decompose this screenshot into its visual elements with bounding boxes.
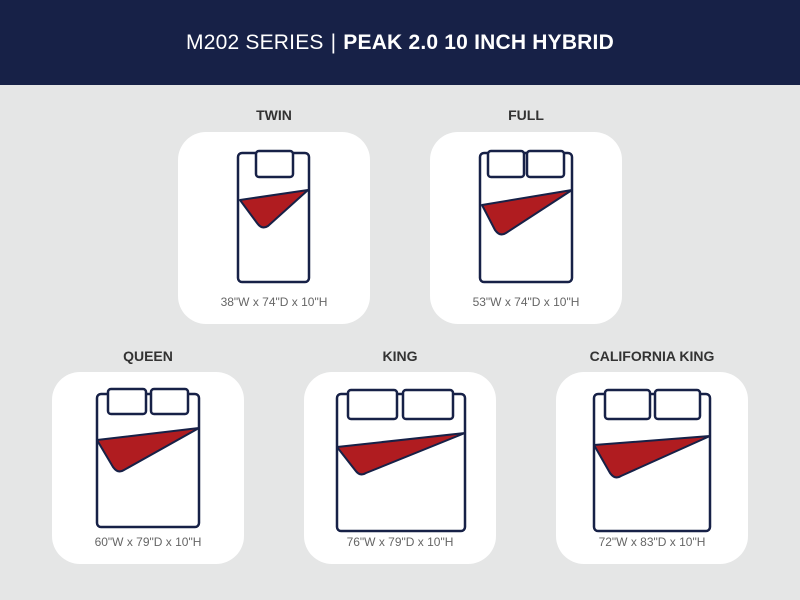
size-label-full: FULL bbox=[508, 107, 544, 123]
size-label-queen: QUEEN bbox=[123, 348, 173, 364]
title-separator: | bbox=[330, 30, 337, 54]
series-title: M202 SERIES bbox=[186, 30, 324, 54]
dimensions-california-king: 72"W x 83"D x 10"H bbox=[598, 535, 706, 549]
dimensions-full: 53"W x 74"D x 10"H bbox=[472, 295, 580, 309]
size-card-king: 76"W x 79"D x 10"H bbox=[304, 372, 496, 564]
size-card-twin: 38"W x 74"D x 10"H bbox=[178, 132, 370, 324]
dimensions-twin: 38"W x 74"D x 10"H bbox=[220, 295, 328, 309]
size-card-california-king: 72"W x 83"D x 10"H bbox=[556, 372, 748, 564]
dimensions-queen: 60"W x 79"D x 10"H bbox=[94, 535, 202, 549]
size-card-full: 53"W x 74"D x 10"H bbox=[430, 132, 622, 324]
dimensions-king: 76"W x 79"D x 10"H bbox=[346, 535, 454, 549]
size-label-twin: TWIN bbox=[256, 107, 292, 123]
page-header: M202 SERIES | PEAK 2.0 10 INCH HYBRID bbox=[0, 0, 800, 85]
size-label-california-king: CALIFORNIA KING bbox=[589, 348, 715, 364]
size-card-queen: 60"W x 79"D x 10"H bbox=[52, 372, 244, 564]
size-label-king: KING bbox=[382, 348, 418, 364]
product-title: PEAK 2.0 10 INCH HYBRID bbox=[343, 30, 614, 54]
